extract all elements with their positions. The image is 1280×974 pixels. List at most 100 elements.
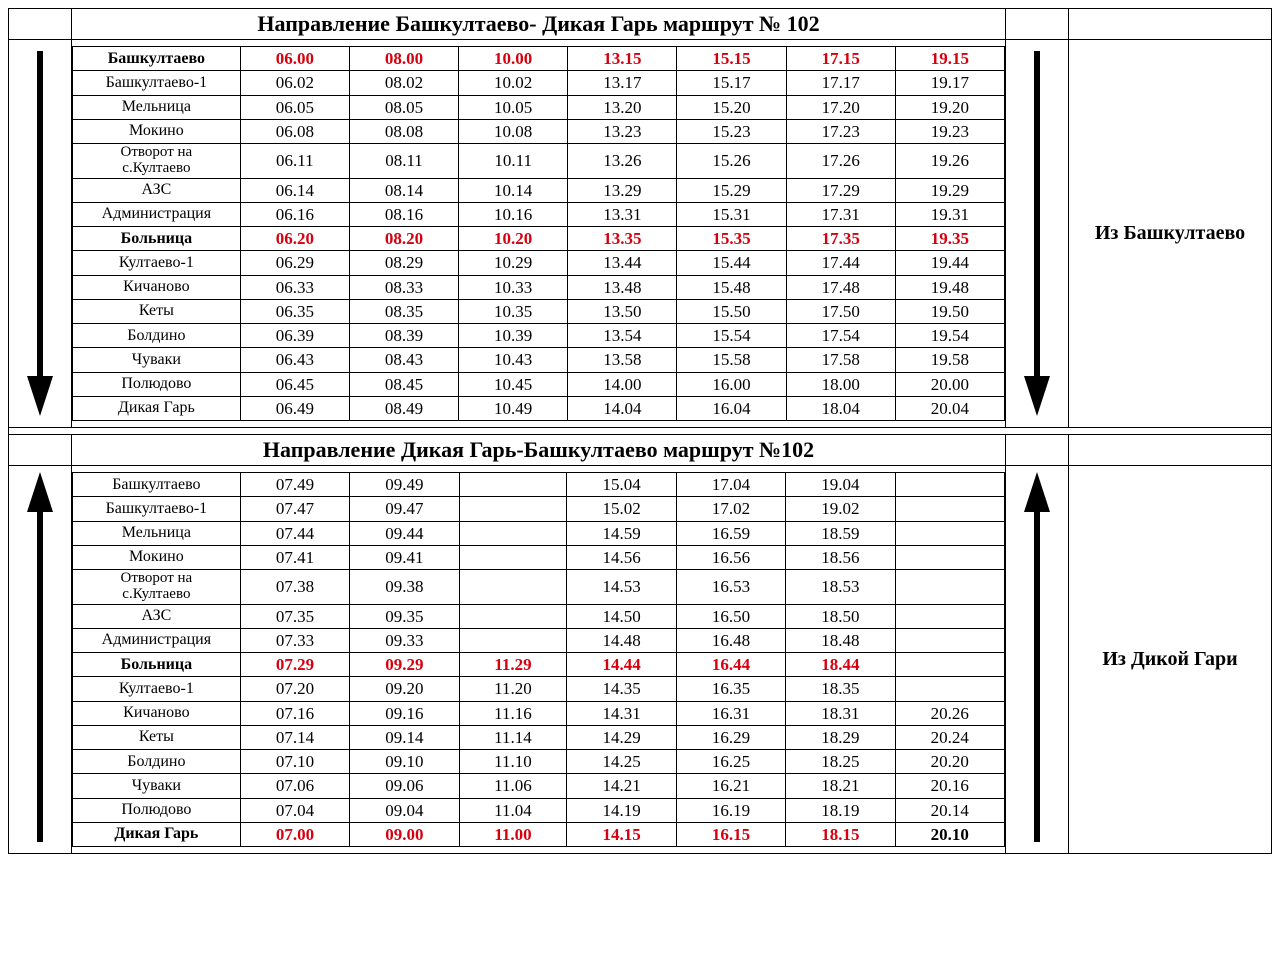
table-row: Чуваки07.0609.0611.0614.2116.2118.2120.1… — [73, 774, 1005, 798]
time-cell: 14.29 — [567, 725, 676, 749]
stop-name: Администрация — [73, 202, 241, 226]
time-cell: 06.43 — [240, 348, 349, 372]
time-cell: 17.26 — [786, 144, 895, 179]
direction1-arrow-right — [1006, 40, 1069, 428]
time-cell: 08.49 — [349, 396, 458, 420]
time-cell: 16.19 — [676, 798, 785, 822]
time-cell: 18.35 — [786, 677, 895, 701]
stop-name: Култаево-1 — [73, 251, 241, 275]
arrow-up-icon — [1022, 467, 1052, 847]
time-cell: 18.31 — [786, 701, 895, 725]
stop-name: Больница — [73, 227, 241, 251]
table-row: Болдино07.1009.1011.1014.2516.2518.2520.… — [73, 750, 1005, 774]
time-cell: 18.19 — [786, 798, 895, 822]
time-cell: 06.20 — [240, 227, 349, 251]
time-cell: 08.43 — [349, 348, 458, 372]
time-cell: 18.21 — [786, 774, 895, 798]
time-cell: 17.20 — [786, 95, 895, 119]
time-cell: 15.04 — [567, 473, 676, 497]
time-cell: 18.15 — [786, 822, 895, 846]
time-cell — [895, 570, 1004, 605]
stop-name: Кичаново — [73, 275, 241, 299]
stop-name: Кеты — [73, 299, 241, 323]
time-cell: 08.35 — [349, 299, 458, 323]
time-cell: 11.06 — [459, 774, 567, 798]
time-cell: 06.29 — [240, 251, 349, 275]
time-cell — [459, 545, 567, 569]
table-row: Култаево-106.2908.2910.2913.4415.4417.44… — [73, 251, 1005, 275]
time-cell: 09.35 — [350, 604, 459, 628]
time-cell — [895, 545, 1004, 569]
time-cell: 07.06 — [240, 774, 349, 798]
time-cell: 20.00 — [895, 372, 1004, 396]
time-cell: 16.15 — [676, 822, 785, 846]
time-cell: 07.29 — [240, 653, 349, 677]
time-cell: 11.16 — [459, 701, 567, 725]
time-cell: 16.44 — [676, 653, 785, 677]
time-cell — [895, 677, 1004, 701]
table-row: Отворот нас.Култаево07.3809.3814.5316.53… — [73, 570, 1005, 605]
time-cell: 08.02 — [349, 71, 458, 95]
time-cell — [459, 497, 567, 521]
time-cell: 20.24 — [895, 725, 1004, 749]
table-row: Дикая Гарь06.4908.4910.4914.0416.0418.04… — [73, 396, 1005, 420]
direction1-side-label: Из Башкултаево — [1069, 40, 1272, 428]
time-cell: 07.10 — [240, 750, 349, 774]
time-cell: 13.23 — [568, 119, 677, 143]
stop-name: Мельница — [73, 95, 241, 119]
time-cell: 08.08 — [349, 119, 458, 143]
time-cell: 19.31 — [895, 202, 1004, 226]
time-cell: 07.20 — [240, 677, 349, 701]
time-cell: 17.17 — [786, 71, 895, 95]
time-cell: 13.58 — [568, 348, 677, 372]
time-cell: 06.05 — [240, 95, 349, 119]
time-cell: 06.11 — [240, 144, 349, 179]
table-row: Администрация07.3309.3314.4816.4818.48 — [73, 628, 1005, 652]
time-cell: 16.00 — [677, 372, 786, 396]
stop-name: Башкултаево-1 — [73, 71, 241, 95]
time-cell: 15.54 — [677, 324, 786, 348]
stop-name: Мокино — [73, 545, 241, 569]
direction2-arrow-left — [9, 466, 72, 854]
stop-name: Башкултаево-1 — [73, 497, 241, 521]
time-cell: 16.04 — [677, 396, 786, 420]
direction2-arrow-right — [1006, 466, 1069, 854]
time-cell: 15.35 — [677, 227, 786, 251]
direction1-title: Направление Башкултаево- Дикая Гарь марш… — [72, 9, 1006, 40]
time-cell: 08.05 — [349, 95, 458, 119]
time-cell: 07.14 — [240, 725, 349, 749]
time-cell: 16.35 — [676, 677, 785, 701]
time-cell: 10.00 — [459, 47, 568, 71]
time-cell — [459, 604, 567, 628]
time-cell: 17.23 — [786, 119, 895, 143]
time-cell: 10.20 — [459, 227, 568, 251]
time-cell: 14.21 — [567, 774, 676, 798]
time-cell: 18.48 — [786, 628, 895, 652]
direction2-title: Направление Дикая Гарь-Башкултаево маршр… — [72, 435, 1006, 466]
time-cell: 11.14 — [459, 725, 567, 749]
time-cell: 08.14 — [349, 178, 458, 202]
stop-name: Отворот нас.Култаево — [73, 144, 241, 179]
time-cell: 09.49 — [350, 473, 459, 497]
time-cell: 14.48 — [567, 628, 676, 652]
time-cell: 09.44 — [350, 521, 459, 545]
time-cell: 17.35 — [786, 227, 895, 251]
schedule-container: Направление Башкултаево- Дикая Гарь марш… — [8, 8, 1272, 854]
time-cell: 19.50 — [895, 299, 1004, 323]
stop-name: Администрация — [73, 628, 241, 652]
time-cell: 14.35 — [567, 677, 676, 701]
time-cell: 06.00 — [240, 47, 349, 71]
arrow-up-icon — [25, 467, 55, 847]
time-cell: 17.48 — [786, 275, 895, 299]
time-cell: 09.38 — [350, 570, 459, 605]
stop-name: Отворот нас.Култаево — [73, 570, 241, 605]
time-cell: 09.04 — [350, 798, 459, 822]
time-cell: 09.41 — [350, 545, 459, 569]
time-cell: 09.06 — [350, 774, 459, 798]
time-cell: 17.50 — [786, 299, 895, 323]
time-cell: 18.50 — [786, 604, 895, 628]
time-cell: 19.29 — [895, 178, 1004, 202]
time-cell: 08.33 — [349, 275, 458, 299]
time-cell: 16.25 — [676, 750, 785, 774]
table-row: АЗС07.3509.3514.5016.5018.50 — [73, 604, 1005, 628]
